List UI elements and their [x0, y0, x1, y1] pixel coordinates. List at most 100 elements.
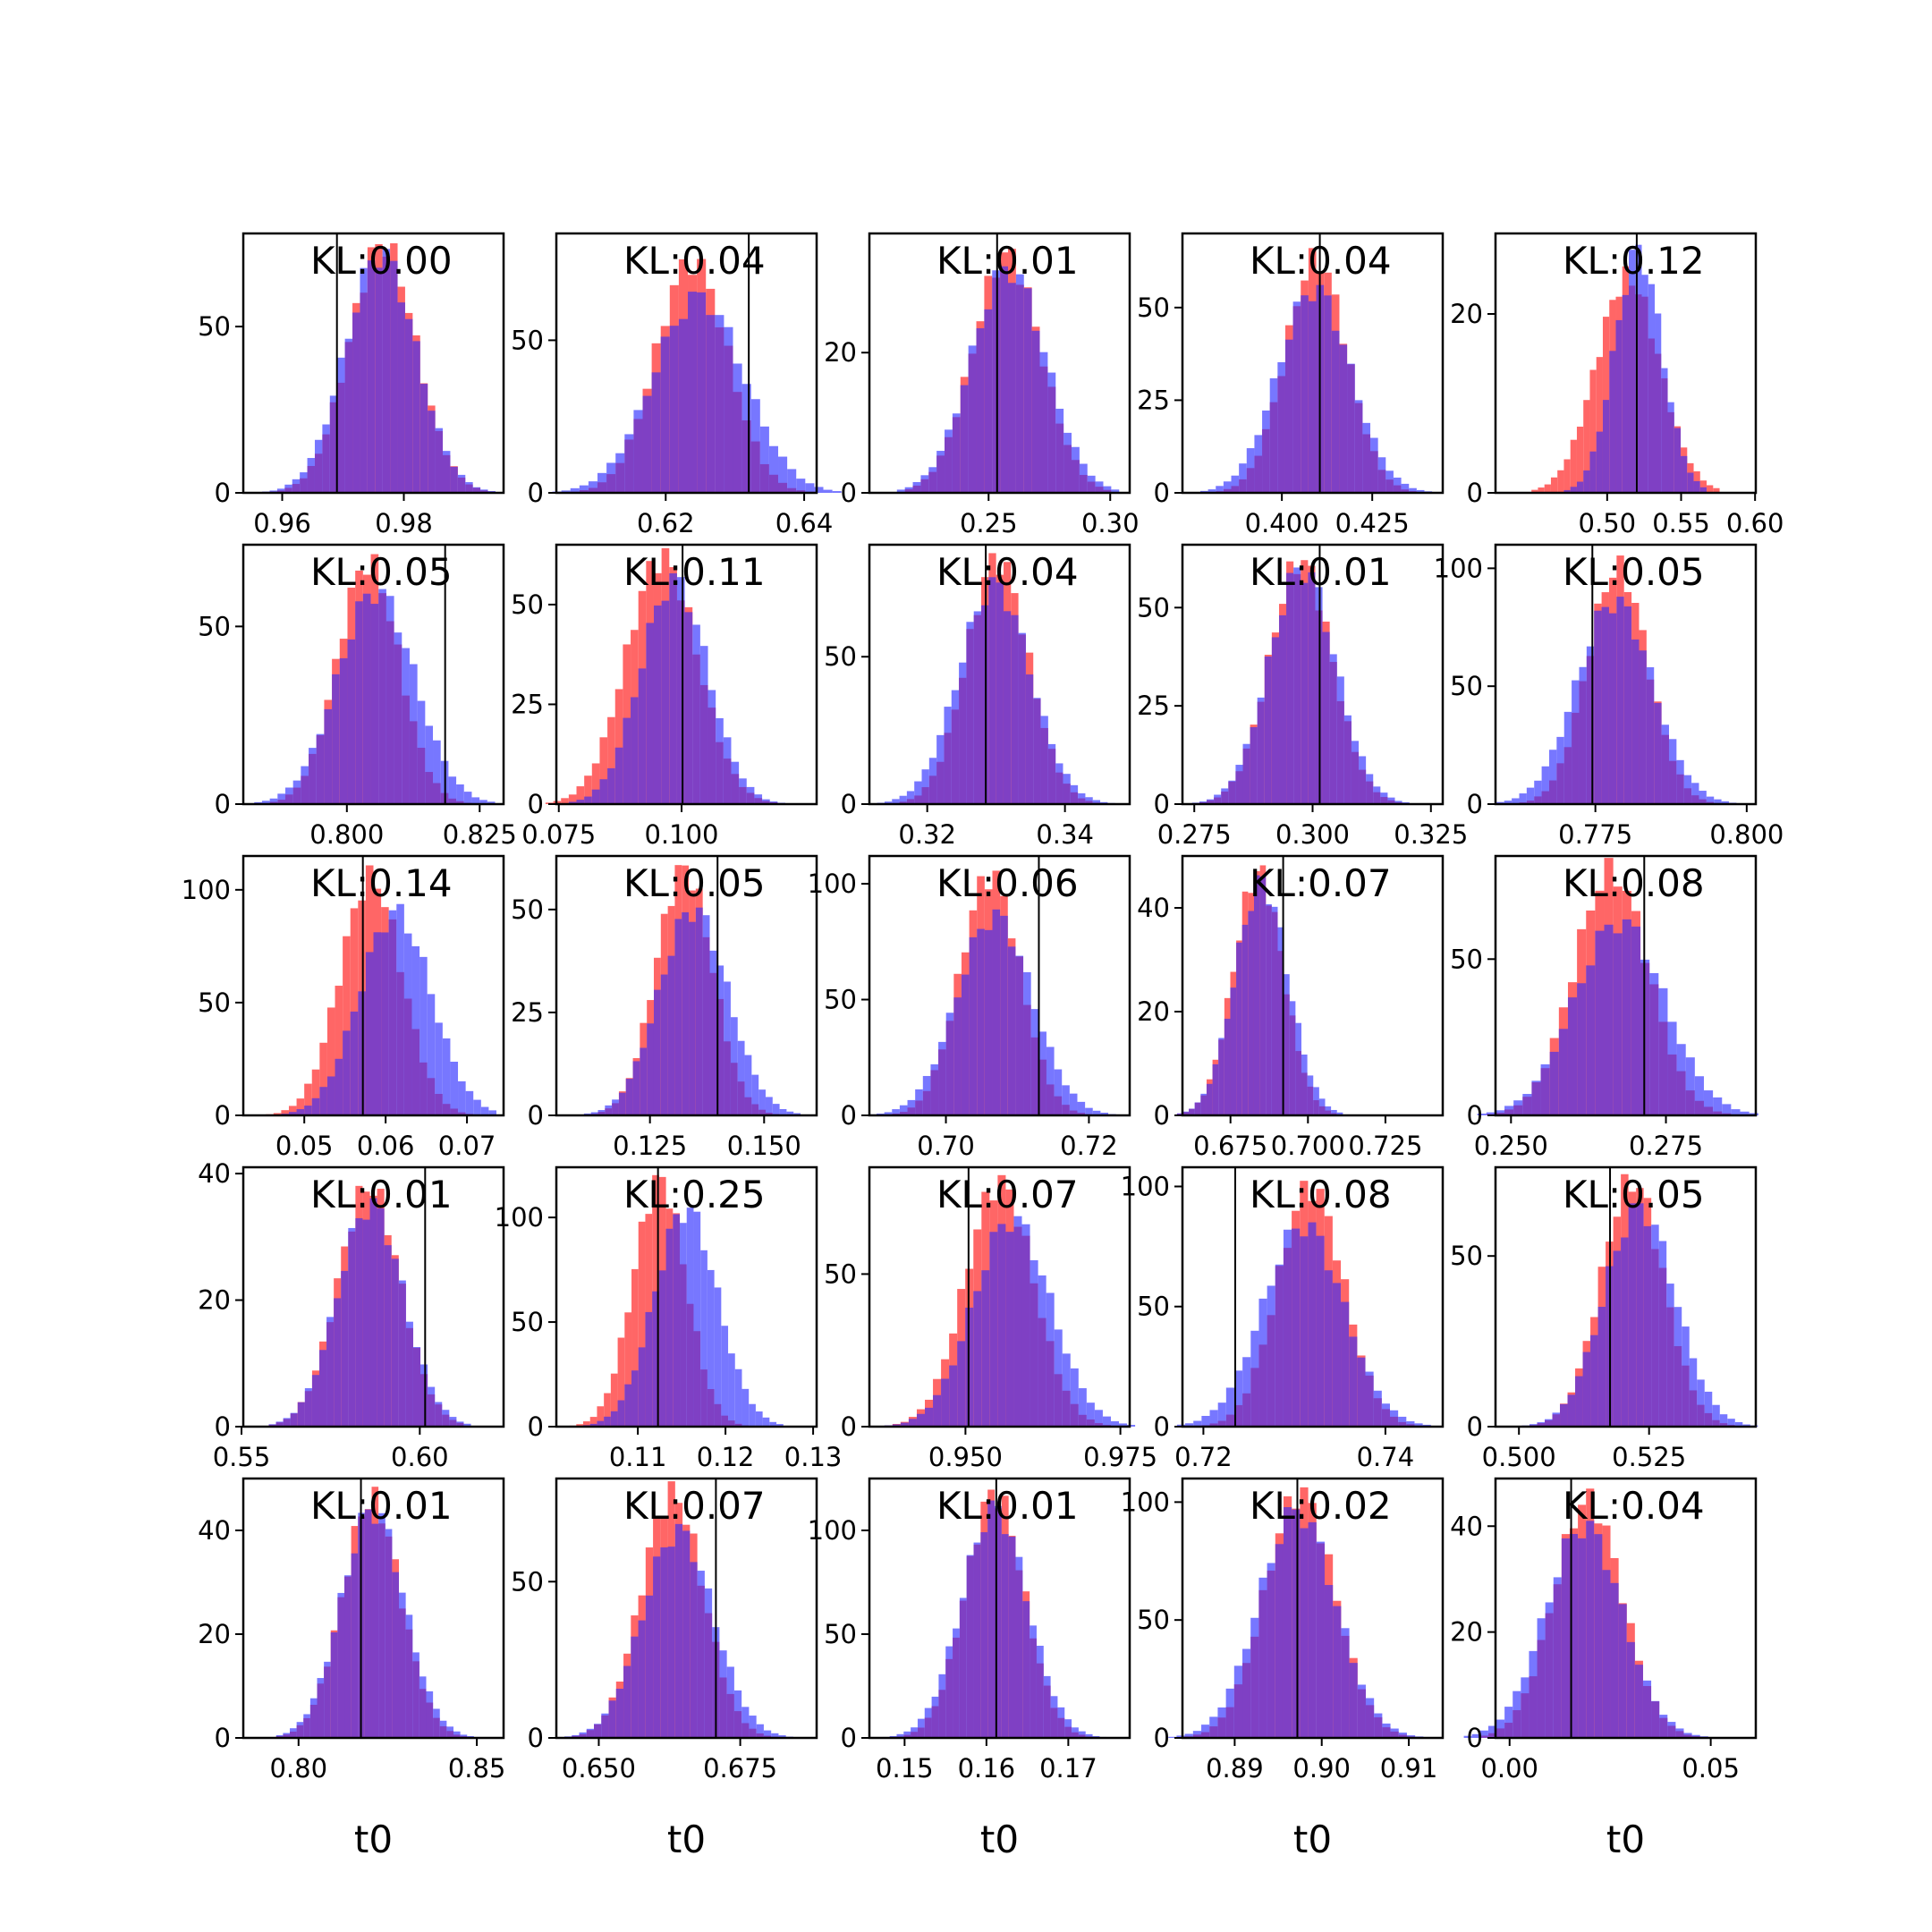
histogram-bar-overlap	[1301, 582, 1309, 804]
histogram-bar-overlap	[1556, 763, 1564, 804]
histogram-bar-overlap	[704, 1613, 713, 1738]
histogram-bar	[769, 1421, 777, 1427]
histogram-bar-overlap	[1389, 1416, 1399, 1427]
kl-annotation: KL:0.05	[623, 861, 766, 905]
histogram-bar	[714, 1287, 722, 1427]
histogram-bar-overlap	[396, 971, 404, 1115]
histogram-bar-overlap	[1030, 1037, 1039, 1115]
histogram-bar	[584, 775, 592, 804]
histogram-bar	[448, 776, 457, 804]
histogram-bar	[1406, 1421, 1415, 1427]
histogram-panel-22: 0 50 0.650 0.675 KL:0.07 t0	[511, 1477, 818, 1861]
axes-frame	[242, 1477, 505, 1740]
y-tick-label: 25	[1137, 691, 1170, 721]
histogram-bar-overlap	[746, 792, 755, 804]
kl-annotation: KL:0.05	[310, 550, 453, 594]
y-tick-label: 50	[198, 611, 231, 641]
histogram-bar-overlap	[1552, 1414, 1561, 1427]
histogram-bar-overlap	[734, 1423, 742, 1427]
histogram-bar	[1239, 463, 1247, 493]
histogram-bar	[335, 986, 343, 1115]
histogram-bar-overlap	[1224, 1018, 1231, 1115]
histogram-bar-overlap	[951, 709, 960, 804]
histogram-bar-overlap	[1567, 997, 1578, 1115]
histogram-bar	[607, 716, 615, 804]
histogram-bar-overlap	[1095, 487, 1104, 493]
histogram-bar	[1722, 1104, 1732, 1115]
histogram-bar-overlap	[1313, 1100, 1319, 1115]
x-tick-label: 0.05	[275, 1131, 334, 1161]
histogram-bar-overlap	[450, 1108, 459, 1115]
histogram-bar	[1694, 1076, 1704, 1115]
histogram-bar-overlap	[624, 1384, 632, 1427]
y-tick-label: 20	[1137, 996, 1170, 1027]
axes-frame	[242, 543, 505, 806]
histogram-bar-overlap	[277, 800, 285, 804]
histogram-panel-21: 0 20 40 0.80 0.85 KL:0.01 t0	[198, 1477, 505, 1861]
kl-annotation: KL:0.01	[1250, 550, 1392, 594]
histogram-bar-overlap	[933, 1394, 942, 1427]
histogram-bar	[1570, 439, 1577, 493]
histogram-bar	[1538, 487, 1545, 493]
y-tick-label: 0	[1154, 789, 1170, 819]
histogram-bar-overlap	[1336, 700, 1344, 804]
histogram-bar-overlap	[1357, 1689, 1366, 1738]
histogram-bar-overlap	[1578, 1538, 1587, 1738]
histogram-bar-overlap	[631, 1370, 639, 1427]
histogram-bar-overlap	[1602, 1570, 1611, 1738]
histogram-bar	[1193, 1420, 1202, 1427]
histogram-bar-overlap	[984, 309, 993, 493]
histogram-bar-overlap	[1579, 681, 1587, 804]
histogram-bar-overlap	[1479, 1735, 1488, 1738]
histogram-bar-overlap	[1365, 1705, 1375, 1738]
histogram-bar-overlap	[899, 1112, 908, 1115]
histogram-bar-overlap	[344, 1576, 352, 1738]
kl-annotation: KL:0.04	[1563, 1484, 1705, 1528]
histogram-bar-overlap	[303, 1717, 310, 1738]
histogram-bar-overlap	[1189, 1108, 1195, 1115]
histogram-bar-overlap	[1214, 797, 1222, 804]
histogram-bar-overlap	[1200, 1095, 1207, 1115]
histogram-bar-overlap	[324, 1666, 331, 1738]
y-tick-label: 20	[1450, 299, 1483, 329]
histogram-bar	[772, 1104, 780, 1115]
histogram-bar	[561, 490, 571, 493]
histogram-bar	[1192, 1731, 1202, 1738]
histogram-bar-overlap	[1521, 1693, 1530, 1738]
x-tick-label: 0.05	[1682, 1753, 1740, 1784]
histogram-bar-overlap	[721, 1415, 729, 1427]
x-tick-label: 0.72	[1174, 1442, 1233, 1472]
histogram-bar	[707, 1269, 715, 1427]
histogram-bar-overlap	[754, 798, 763, 804]
histogram-bar-overlap	[465, 484, 473, 493]
histogram-bar-overlap	[314, 453, 323, 493]
histogram-bar-overlap	[1649, 984, 1659, 1115]
histogram-bar	[1557, 470, 1564, 493]
histogram-bar	[1100, 1113, 1109, 1115]
histogram-bar	[480, 1106, 489, 1115]
histogram-bar-overlap	[1308, 301, 1317, 493]
histogram-bar-overlap	[1182, 1112, 1190, 1115]
histogram-bar-overlap	[1682, 1365, 1690, 1427]
x-tick-label: 0.950	[928, 1442, 1003, 1472]
histogram-bar-overlap	[928, 775, 937, 804]
histogram-bar-overlap	[399, 1608, 406, 1738]
histogram-bar-overlap	[968, 353, 977, 493]
histogram-bar-overlap	[1030, 1638, 1037, 1738]
histogram-bar	[273, 1113, 282, 1115]
histogram-bar	[759, 426, 769, 493]
kl-annotation: KL:0.01	[310, 1173, 453, 1216]
x-tick-label: 0.275	[1629, 1131, 1703, 1161]
histogram-bar-overlap	[1242, 1663, 1251, 1738]
histogram-bar-overlap	[931, 1706, 939, 1738]
histogram-bar-overlap	[669, 326, 679, 493]
y-tick-label: 100	[808, 869, 857, 899]
histogram-bar-overlap	[1248, 911, 1254, 1115]
histogram-bar-overlap	[987, 1500, 996, 1738]
histogram-bar-overlap	[638, 668, 647, 804]
histogram-bar-overlap	[1666, 1307, 1674, 1427]
histogram-bar-overlap	[1236, 942, 1242, 1115]
histogram-bar-overlap	[412, 1661, 419, 1738]
histogram-bar-overlap	[599, 779, 608, 804]
histogram-bar	[1409, 487, 1417, 493]
